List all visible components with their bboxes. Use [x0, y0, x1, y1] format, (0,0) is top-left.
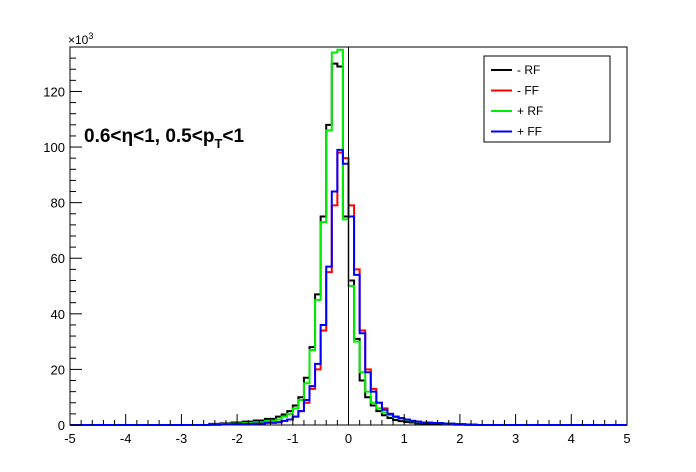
y-tick-label: 40	[51, 307, 65, 322]
legend-label: + FF	[517, 125, 542, 139]
y-tick-label: 20	[51, 362, 65, 377]
y-tick-label: 100	[43, 140, 65, 155]
y-tick-label: 0	[58, 418, 65, 433]
y-multiplier-base: ×10	[68, 33, 89, 47]
legend: - RF - FF + RF + FF	[483, 55, 611, 143]
x-tick-label: -3	[176, 431, 188, 446]
y-multiplier: ×103	[68, 31, 93, 47]
x-tick-label: -4	[120, 431, 132, 446]
y-axis: 0 20 40 60 80 100 120	[43, 46, 82, 433]
x-tick-label: 0	[345, 431, 352, 446]
annotation-subscript: T	[214, 136, 222, 151]
x-tick-label: -1	[287, 431, 299, 446]
x-tick-label: 5	[623, 431, 630, 446]
x-tick-label: 1	[401, 431, 408, 446]
kinematic-annotation: 0.6<η<1, 0.5<pT<1	[84, 126, 245, 151]
y-multiplier-exponent: 3	[88, 31, 93, 41]
y-tick-label: 80	[51, 196, 65, 211]
x-tick-label: -5	[64, 431, 76, 446]
legend-label: + RF	[517, 104, 543, 118]
annotation-prefix: 0.6<η<1, 0.5<p	[84, 126, 214, 147]
annotation-suffix: <1	[222, 126, 244, 147]
legend-box	[483, 55, 611, 143]
y-tick-label: 120	[43, 84, 65, 99]
x-tick-label: 2	[456, 431, 463, 446]
x-tick-label: 3	[512, 431, 519, 446]
legend-label: - FF	[517, 84, 539, 98]
legend-label: - RF	[517, 63, 540, 77]
x-tick-label: 4	[568, 431, 575, 446]
x-axis: -5 -4 -3 -2 -1 0 1 2 3 4 5	[64, 414, 631, 446]
x-tick-label: -2	[231, 431, 243, 446]
y-tick-label: 60	[51, 251, 65, 266]
